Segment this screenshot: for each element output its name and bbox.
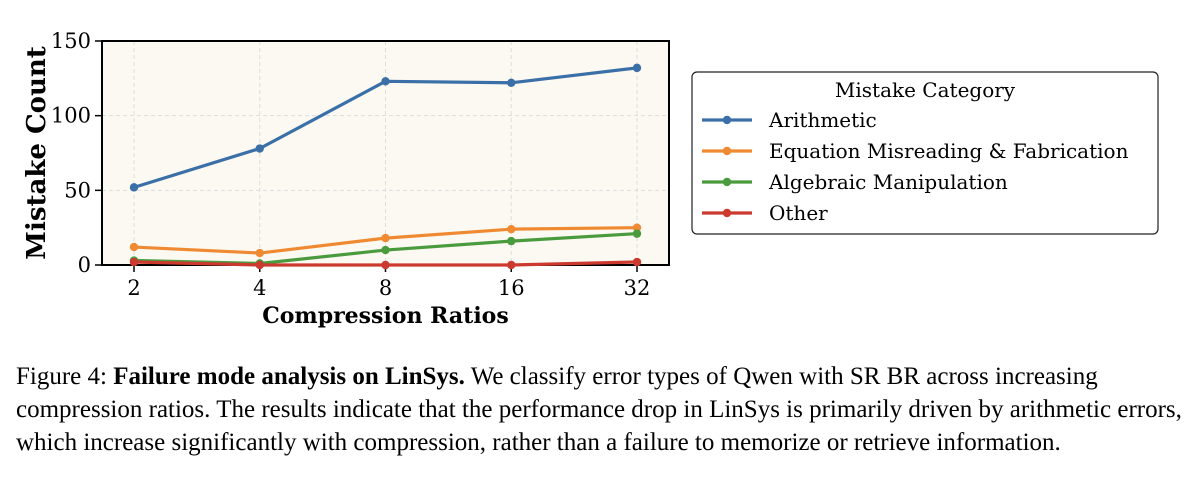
data-point [632,63,642,73]
legend-label: Equation Misreading & Fabrication [769,139,1129,163]
data-point [381,233,390,243]
x-axis-label: Compression Ratios [262,303,509,329]
x-tick-label: 8 [379,276,392,300]
data-point [632,257,642,267]
legend-swatch-marker [722,146,732,156]
legend-swatch-marker [722,115,732,125]
data-point [255,144,264,153]
y-axis-label: Mistake Count [22,46,52,260]
data-point [255,248,264,258]
data-point [381,77,390,86]
data-point [381,260,390,270]
series-arithmetic [129,63,642,192]
legend-box [691,71,1159,235]
figure-caption: Figure 4: Failure mode analysis on LinSy… [16,360,1184,459]
data-point [632,229,642,238]
x-tick-label: 16 [498,276,525,300]
legend: Mistake Category Arithmetic Equation Misr… [691,71,1159,235]
series-lines [129,63,642,270]
data-point [129,242,139,252]
caption-label: Figure 4: [16,363,114,390]
series-equation-misreading-fabrication [129,223,642,258]
axes: 2 4 8 16 32 0 50 100 150 [51,29,670,300]
data-point [129,257,139,267]
x-tick-label: 32 [624,276,651,300]
line-chart: 2 4 8 16 32 0 50 100 150 Mistake Count Compressi… [22,29,1159,329]
data-point [507,236,516,246]
legend-title: Mistake Category [835,78,1016,102]
series-other [129,257,642,270]
data-point [507,78,516,88]
data-point [381,245,390,255]
legend-item: Other [702,201,828,225]
legend-swatch-marker [722,208,732,218]
y-tick-label: 0 [78,253,91,277]
caption-text: We classify error types of Qwen with SR … [16,363,1182,456]
legend-swatch-marker [722,177,732,187]
x-tick-label: 2 [127,276,140,300]
y-tick-label: 150 [51,29,91,53]
data-point [507,224,516,234]
y-tick-label: 50 [64,178,91,202]
legend-item: Equation Misreading & Fabrication [702,139,1129,163]
legend-item: Algebraic Manipulation [702,170,1008,194]
data-point [507,260,516,270]
data-point [632,223,642,232]
caption-title: Failure mode analysis on LinSys. [113,363,465,390]
y-tick-label: 100 [51,104,91,128]
legend-label: Other [769,201,828,225]
legend-label: Algebraic Manipulation [768,170,1008,194]
x-tick-label: 4 [253,276,266,300]
legend-label: Arithmetic [768,108,877,132]
data-point [255,260,264,270]
data-point [129,183,139,192]
legend-item: Arithmetic [702,108,877,132]
legend-items: Arithmetic Equation Misreading & Fabricat… [702,108,1129,225]
